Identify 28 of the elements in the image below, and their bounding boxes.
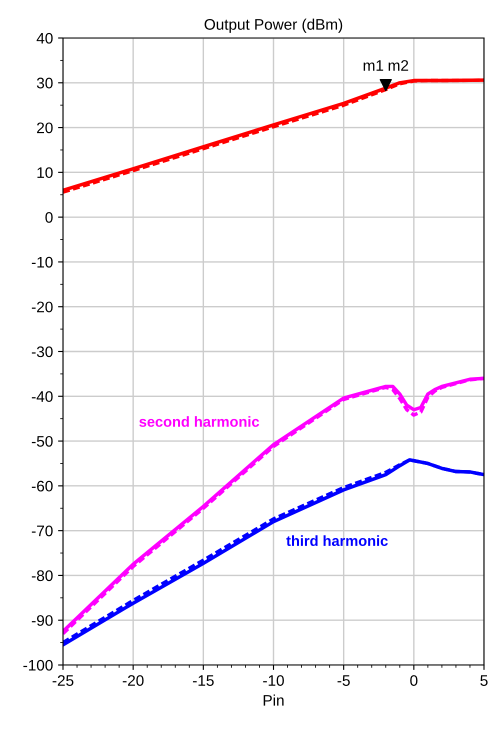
annotation: m2 xyxy=(388,60,408,71)
series-label: third harmonic xyxy=(286,535,388,546)
chart-title: Output Power (dBm) xyxy=(204,18,342,33)
y-tick-label: 0 xyxy=(45,212,53,223)
y-tick-label: 20 xyxy=(37,122,53,134)
x-tick-label: -5 xyxy=(338,675,350,686)
x-tick-label: -15 xyxy=(192,675,214,686)
y-tick-label: -80 xyxy=(32,570,53,582)
x-axis-title: Pin xyxy=(264,694,284,706)
annotation: m1 xyxy=(364,60,384,71)
y-tick-label: -40 xyxy=(32,391,53,402)
x-tick-label: -25 xyxy=(52,675,74,686)
y-tick-label: -30 xyxy=(32,346,53,358)
series-label: second harmonic xyxy=(139,416,260,427)
x-tick-label: -20 xyxy=(122,675,144,686)
y-tick-label: -70 xyxy=(32,526,53,536)
x-tick-label: 0 xyxy=(410,675,418,686)
x-tick-label: -10 xyxy=(263,675,284,686)
y-tick-label: -10 xyxy=(32,256,53,268)
y-tick-label: -100 xyxy=(23,660,53,671)
y-tick-label: -90 xyxy=(32,615,53,626)
y-tick-label: 40 xyxy=(36,32,53,44)
y-tick-label: 30 xyxy=(36,78,53,88)
y-tick-label: -20 xyxy=(32,302,53,312)
x-tick-label: 5 xyxy=(480,675,488,686)
y-tick-label: 10 xyxy=(37,167,53,178)
y-tick-label: -50 xyxy=(32,436,53,447)
y-tick-label: -60 xyxy=(32,480,53,492)
